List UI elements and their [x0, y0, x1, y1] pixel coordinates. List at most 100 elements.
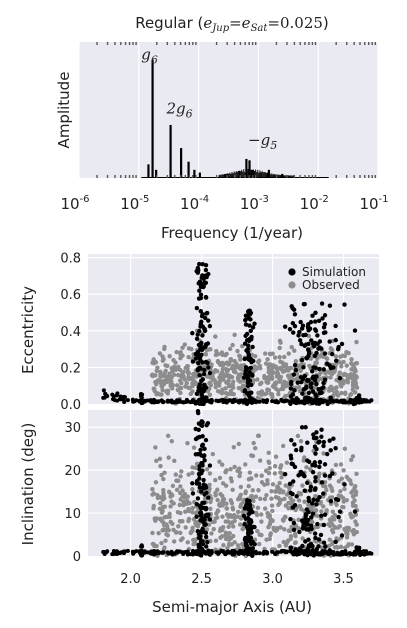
- simulation-point: [337, 376, 343, 381]
- observed-point: [159, 472, 164, 478]
- simulation-point: [322, 321, 328, 327]
- simulation-point: [199, 547, 205, 552]
- simulation-point: [308, 385, 314, 390]
- simulation-point: [313, 475, 318, 480]
- observed-point: [318, 499, 324, 505]
- observed-point: [339, 390, 344, 396]
- observed-point: [340, 504, 345, 510]
- observed-point: [190, 375, 195, 380]
- observed-point: [179, 469, 184, 474]
- spectrum-title-prefix: Regular (: [135, 14, 203, 32]
- observed-point: [270, 375, 275, 380]
- simulation-point: [199, 443, 205, 448]
- simulation-point: [314, 546, 320, 552]
- simulation-point: [314, 435, 319, 441]
- observed-point: [278, 374, 284, 380]
- simulation-point: [299, 326, 305, 331]
- observed-point: [344, 363, 349, 368]
- observed-point: [191, 541, 196, 547]
- simulation-point: [289, 379, 294, 385]
- observed-point: [329, 495, 335, 500]
- simulation-point: [201, 486, 206, 491]
- observed-point: [236, 385, 241, 391]
- observed-point: [186, 516, 192, 522]
- simulation-point: [291, 520, 297, 526]
- simulation-point: [204, 422, 209, 428]
- simulation-point: [205, 514, 210, 519]
- observed-point: [272, 365, 278, 370]
- observed-point: [207, 392, 213, 398]
- spectrum-x-tick-labels: 10-6 10-5 10-4 10-3 10-2 10-1: [60, 194, 388, 213]
- simulation-point: [201, 454, 206, 459]
- observed-point: [342, 545, 348, 551]
- simulation-point: [298, 375, 304, 380]
- simulation-point: [293, 547, 299, 552]
- simulation-point: [306, 378, 311, 383]
- observed-point: [157, 351, 163, 356]
- simulation-point: [204, 342, 209, 347]
- observed-point: [287, 485, 292, 491]
- simulation-point: [302, 488, 307, 493]
- spectrum-peaks: [141, 59, 329, 178]
- simulation-point: [321, 443, 326, 449]
- observed-point: [353, 503, 358, 509]
- observed-point: [177, 518, 183, 524]
- inclination-xlabel: Semi-major Axis (AU): [152, 598, 312, 616]
- observed-point: [269, 503, 275, 508]
- observed-point: [220, 371, 226, 377]
- simulation-point: [319, 434, 324, 439]
- observed-point: [214, 348, 219, 354]
- observed-point: [346, 525, 352, 531]
- observed-point: [277, 354, 282, 360]
- simulation-point: [303, 332, 308, 338]
- simulation-point: [318, 532, 324, 538]
- observed-point: [217, 475, 223, 481]
- simulation-point: [308, 523, 314, 528]
- observed-point: [265, 387, 270, 392]
- simulation-point: [203, 262, 209, 268]
- simulation-point: [244, 524, 250, 530]
- observed-point: [180, 370, 185, 376]
- legend-label-simulation: Simulation: [302, 265, 366, 279]
- observed-point: [296, 517, 301, 523]
- simulation-point: [245, 343, 251, 348]
- observed-point: [274, 373, 280, 378]
- observed-point: [327, 483, 333, 488]
- observed-point: [228, 467, 233, 472]
- observed-point: [240, 384, 245, 389]
- observed-point: [327, 537, 332, 542]
- simulation-point: [303, 396, 308, 401]
- simulation-point: [333, 497, 339, 502]
- observed-point: [266, 450, 271, 455]
- observed-point: [255, 359, 261, 365]
- simulation-point: [206, 271, 211, 277]
- simulation-point: [295, 380, 300, 385]
- observed-point: [268, 533, 273, 538]
- simulation-point: [306, 537, 311, 542]
- simulation-point: [298, 319, 303, 325]
- observed-point: [282, 496, 287, 502]
- observed-point: [238, 484, 244, 490]
- observed-point: [160, 387, 165, 393]
- simulation-point: [206, 365, 211, 370]
- observed-point: [219, 391, 225, 396]
- simulation-point: [331, 365, 336, 370]
- simulation-point: [309, 338, 314, 343]
- simulation-point: [177, 549, 182, 554]
- simulation-point: [195, 360, 201, 366]
- observed-point: [238, 496, 243, 501]
- observed-point: [159, 374, 165, 379]
- simulation-point: [247, 323, 252, 328]
- spectrum-grid: [78, 42, 379, 178]
- simulation-point: [198, 308, 203, 314]
- simulation-point: [292, 312, 298, 317]
- simulation-point: [313, 479, 318, 484]
- simulation-point: [294, 494, 299, 499]
- simulation-point: [165, 398, 170, 403]
- simulation-point: [169, 549, 174, 554]
- observed-point: [220, 524, 226, 530]
- simulation-point: [202, 280, 207, 285]
- simulation-point: [321, 439, 327, 445]
- observed-point: [153, 445, 158, 450]
